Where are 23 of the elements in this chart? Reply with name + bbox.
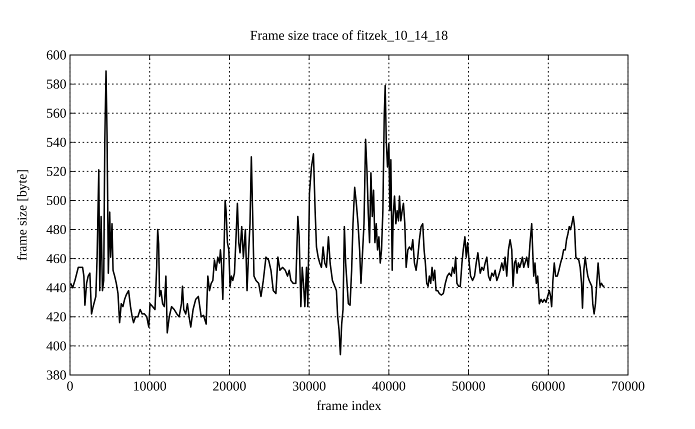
- x-tick-label: 0: [67, 382, 73, 391]
- y-tick-label: 440: [46, 283, 66, 292]
- x-tick-label: 20000: [213, 382, 246, 391]
- y-tick-label: 460: [46, 254, 66, 264]
- y-tick-label: 480: [46, 224, 66, 234]
- y-tick-label: 560: [47, 108, 66, 118]
- y-tick-label: 520: [47, 166, 66, 176]
- x-tick-label: 30000: [292, 382, 326, 391]
- x-tick-label: 50000: [452, 382, 485, 391]
- x-tick-label: 10000: [134, 382, 166, 391]
- y-tick-label: 600: [46, 50, 66, 60]
- y-tick-label: 580: [47, 80, 66, 89]
- y-tick-label: 420: [46, 312, 66, 322]
- y-tick-label: 400: [46, 341, 66, 350]
- y-tick-label: 500: [47, 196, 66, 206]
- chart-title: Frame size trace of fitzek_10_14_18: [250, 30, 448, 42]
- y-tick-label: 380: [46, 370, 66, 380]
- y-tick-label: 540: [47, 138, 66, 147]
- x-tick-label: 40000: [372, 382, 406, 391]
- x-axis-title: frame index: [316, 400, 382, 410]
- x-tick-label: 70000: [612, 382, 644, 391]
- x-tick-label: 60000: [532, 382, 565, 391]
- y-axis-title: frame size [byte]: [16, 170, 30, 260]
